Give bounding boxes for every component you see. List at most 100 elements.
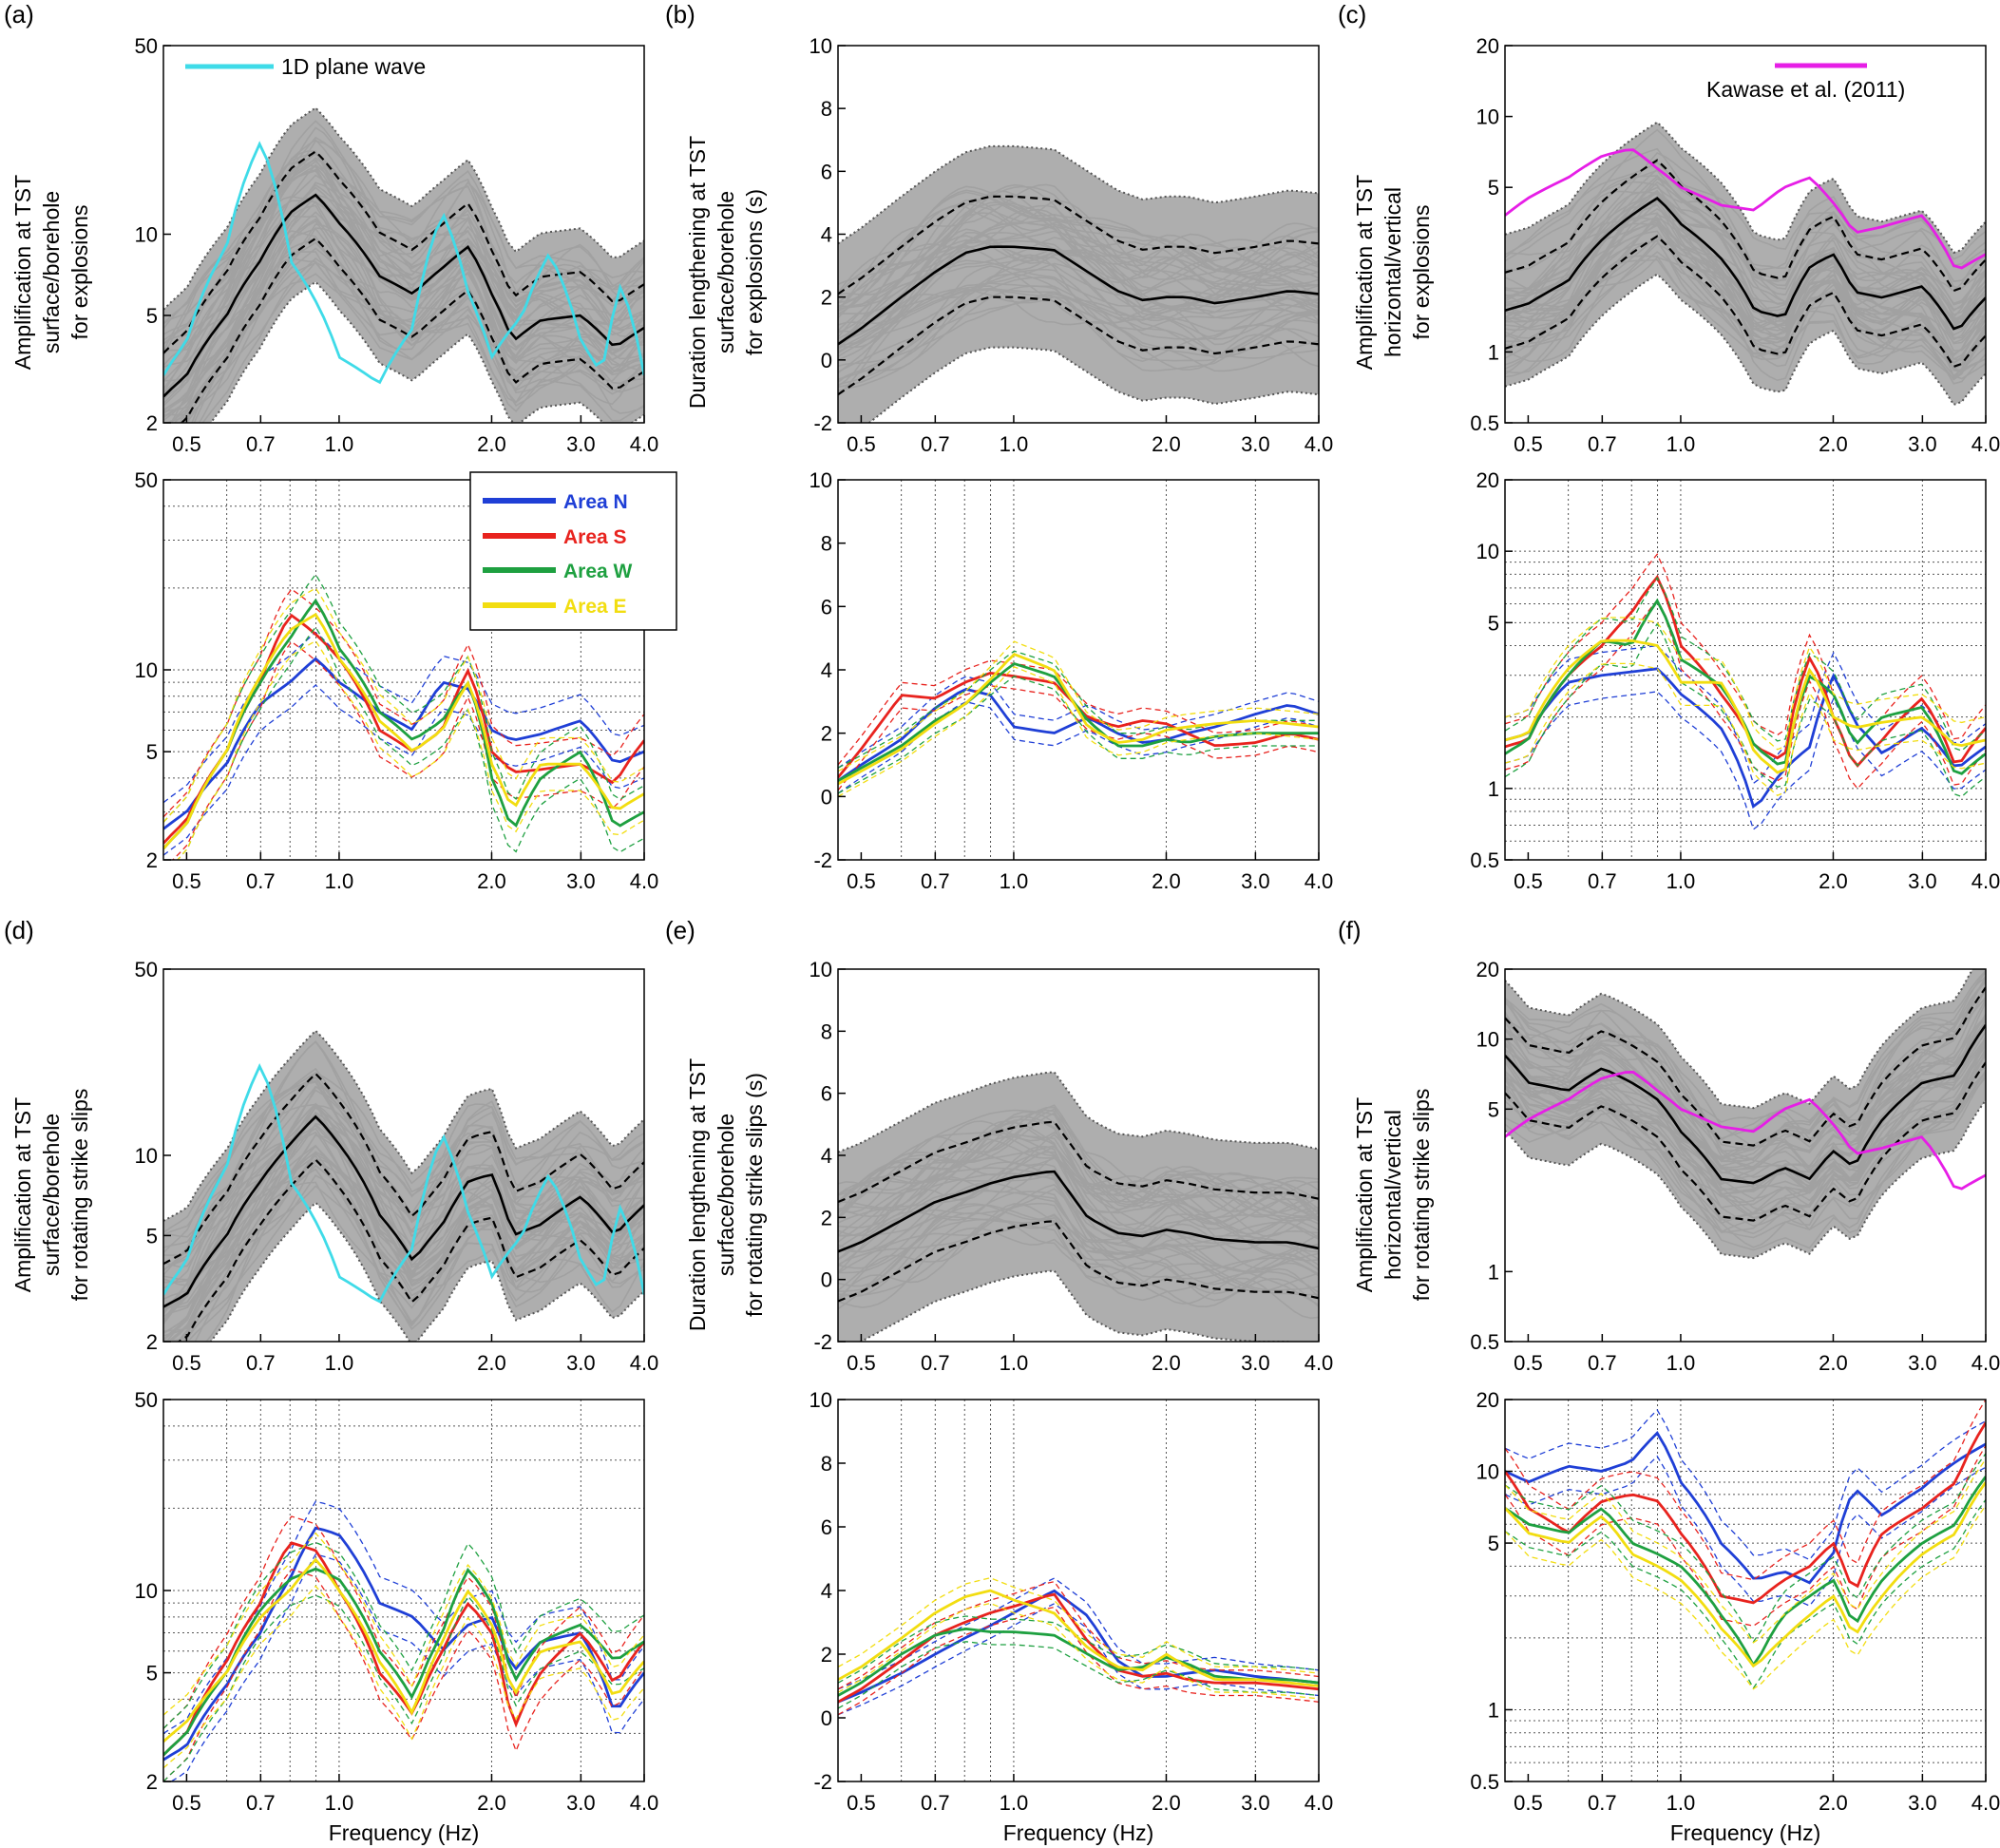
y-tick-label: 5 [1488, 176, 1499, 200]
y-tick-label: -2 [813, 1770, 832, 1794]
y-ticks: -2 0 2 4 6 8 10 [810, 958, 846, 1354]
y-tick-label: 1 [1488, 1260, 1499, 1284]
y-axis-label-line: horizontal/vertical [1381, 187, 1405, 357]
area-legend: Area N Area S Area W Area E [469, 471, 677, 631]
axes-frame [1504, 968, 1987, 1343]
y-axis-label: Amplification at TST surface/borehole for … [10, 1089, 92, 1302]
panel-label-d: (d) [4, 916, 34, 944]
x-tick-label: 2.0 [1819, 1351, 1848, 1375]
y-tick-label: 0.5 [1470, 848, 1499, 872]
area-std-lower [838, 685, 1319, 791]
area-std-lower [1505, 599, 1986, 791]
x-tick-label: 0.5 [847, 1791, 876, 1815]
x-tick-label: 0.7 [921, 1351, 950, 1375]
y-ticks: 0.5 1 5 10 20 [1470, 1388, 1513, 1794]
y-tick-label: 50 [135, 468, 158, 492]
axes-frame [1504, 479, 1987, 861]
y-tick-label: 2 [821, 1643, 832, 1667]
x-tick-label: 2.0 [1152, 432, 1181, 456]
y-ticks: 2 5 10 50 [135, 1388, 171, 1794]
x-tick-label: 4.0 [1305, 1791, 1334, 1815]
series-line-1d-plane-wave [163, 1062, 644, 1304]
x-ticks: 0.5 0.7 1.0 2.0 3.0 4.0 [1514, 415, 2000, 456]
area-std-upper [838, 659, 1319, 766]
legends: 1D plane wave Kawase et al. (2011) Area … [185, 54, 1905, 631]
y-tick-label: 50 [135, 1388, 158, 1412]
y-tick-label: -2 [813, 1330, 832, 1354]
area-std-lower [163, 1585, 644, 1769]
x-tick-label: 0.7 [246, 1791, 276, 1815]
x-tick-label: 3.0 [566, 1791, 596, 1815]
y-axis-label-line: Duration lengthening at TST [685, 1058, 710, 1331]
y-tick-label: 50 [135, 34, 158, 58]
x-tick-label: 3.0 [1241, 1351, 1270, 1375]
x-tick-label: 1.0 [1000, 869, 1029, 893]
x-tick-label: 4.0 [1305, 869, 1334, 893]
band-upper-dotted [1505, 121, 1986, 255]
series-line-area-n [1505, 667, 1986, 809]
x-tick-label: 1.0 [1000, 1351, 1029, 1375]
y-tick-label: 10 [135, 223, 158, 247]
series-c-top [1505, 121, 1986, 407]
area-std-lower [838, 676, 1319, 794]
y-tick-label: 5 [146, 304, 158, 328]
series-f-bottom [1505, 1400, 1986, 1690]
x-tick-label: 2.0 [1152, 1351, 1181, 1375]
y-axis-label-line: surface/borehole [39, 191, 64, 353]
median-line [838, 1170, 1319, 1253]
y-axis-label-line: surface/borehole [714, 191, 738, 353]
y-axis-label-line: for explosions (s) [742, 189, 767, 355]
x-tick-label: 0.7 [246, 1351, 276, 1375]
y-tick-label: 0.5 [1470, 1330, 1499, 1354]
x-axis-label: Frequency (Hz) [1003, 1820, 1153, 1845]
x-tick-label: 4.0 [1971, 1351, 2000, 1375]
y-tick-label: -2 [813, 411, 832, 435]
area-std-upper [163, 588, 644, 818]
kawase-legend-label: Kawase et al. (2011) [1706, 77, 1905, 102]
y-tick-label: 5 [146, 1662, 158, 1686]
chart-d-bottom: 0.5 0.7 1.0 2.0 3.0 4.0 2 5 10 50 Frequency (Hz) [135, 1388, 659, 1845]
x-tick-label: 2.0 [1152, 1791, 1181, 1815]
area-std-upper [1505, 1400, 1986, 1581]
y-tick-label: 8 [821, 532, 832, 556]
x-tick-label: 0.5 [847, 869, 876, 893]
area-std-upper [1505, 617, 1986, 751]
x-tick-label: 1.0 [325, 869, 354, 893]
x-tick-label: 3.0 [1908, 869, 1937, 893]
area-std-lower [838, 1641, 1319, 1709]
x-tick-label: 1.0 [1000, 1791, 1029, 1815]
x-tick-label: 0.7 [1588, 869, 1617, 893]
y-tick-label: 8 [821, 97, 832, 121]
area-std-lower [171, 640, 644, 860]
y-tick-label: 0.5 [1470, 1770, 1499, 1794]
median-line [163, 193, 644, 398]
area-std-lower [1505, 691, 1986, 830]
series-line-area-e [163, 612, 644, 850]
x-tick-label: 1.0 [1000, 432, 1029, 456]
median-line [838, 245, 1319, 346]
y-tick-label: 10 [135, 1579, 158, 1603]
plane-wave-legend-label: 1D plane wave [281, 54, 426, 79]
y-tick-label: 4 [821, 223, 832, 247]
y-tick-label: 10 [1476, 1460, 1499, 1484]
y-ticks: -2 0 2 4 6 8 10 [810, 34, 846, 435]
panel-labels: (a) (b) (c) (d) (e) (f) [4, 0, 1366, 944]
median-line [1505, 197, 1986, 331]
x-tick-label: 2.0 [477, 869, 506, 893]
std-band [1505, 969, 1986, 1259]
y-tick-label: 10 [810, 1388, 832, 1412]
y-axis-label: Duration lengthening at TST surface/boreh… [685, 1058, 767, 1331]
area-std-upper [838, 1577, 1319, 1690]
y-tick-label: 0 [821, 785, 832, 809]
std-lower-dashed [176, 1158, 644, 1342]
x-ticks: 0.5 0.7 1.0 2.0 3.0 4.0 [172, 415, 658, 456]
x-ticks: 0.5 0.7 1.0 2.0 3.0 4.0 [847, 415, 1333, 456]
x-tick-label: 4.0 [630, 869, 659, 893]
x-tick-label: 0.5 [172, 1791, 201, 1815]
y-tick-label: 10 [810, 958, 832, 981]
chart-e-top: 0.5 0.7 1.0 2.0 3.0 4.0 -2 0 2 4 6 8 10 Duration leng… [685, 958, 1333, 1375]
chart-e-bottom: 0.5 0.7 1.0 2.0 3.0 4.0 -2 0 2 4 6 8 10 Frequency (Hz… [810, 1388, 1334, 1845]
y-axis-label-line: Amplification at TST [10, 175, 35, 370]
x-tick-label: 2.0 [1819, 1791, 1848, 1815]
